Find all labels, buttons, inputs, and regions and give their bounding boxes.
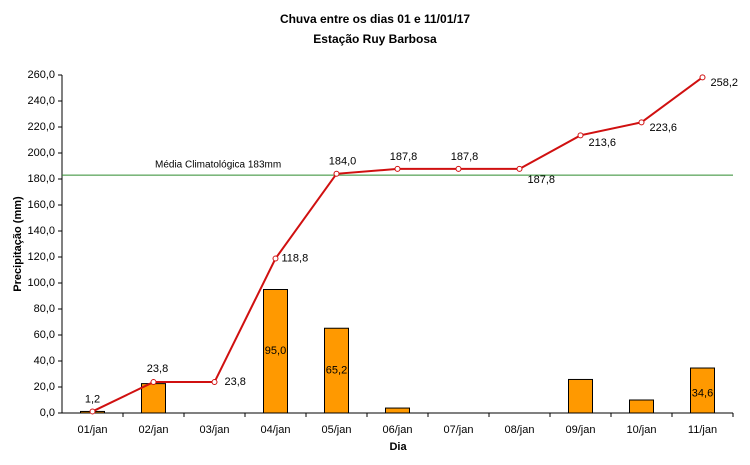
bar-label: 95,0 (265, 345, 286, 357)
point-label: 187,8 (390, 151, 418, 163)
bar (629, 399, 654, 414)
y-tick-label: 220,0 (27, 121, 55, 133)
point (516, 165, 523, 172)
y-tick-label: 40,0 (34, 355, 55, 367)
point-label: 187,8 (528, 174, 556, 186)
point-label: 223,6 (650, 122, 678, 134)
point-label: 23,8 (225, 376, 246, 388)
reference-label: Média Climatológica 183mm (155, 160, 281, 171)
point-label: 187,8 (451, 151, 479, 163)
x-tick-label: 09/jan (566, 424, 596, 436)
point-label: 118,8 (282, 252, 309, 264)
point (211, 379, 218, 386)
x-axis-title: Dia (389, 441, 407, 453)
point (638, 119, 645, 126)
x-tick-label: 06/jan (383, 424, 413, 436)
point-label: 23,8 (147, 363, 168, 375)
point (394, 165, 401, 172)
x-tick-label: 04/jan (261, 424, 291, 436)
x-tick-label: 05/jan (322, 424, 352, 436)
point (150, 379, 157, 386)
y-axis-title: Precipitação (mm) (12, 196, 24, 292)
point-label: 213,6 (589, 137, 617, 149)
x-tick-label: 08/jan (505, 424, 535, 436)
y-tick-label: 160,0 (27, 199, 55, 211)
chart-subtitle: Estação Ruy Barbosa (313, 32, 437, 46)
y-tick-label: 240,0 (27, 95, 55, 107)
y-tick-label: 260,0 (27, 69, 55, 81)
y-tick-label: 200,0 (27, 147, 55, 159)
point (455, 165, 462, 172)
x-tick-label: 11/jan (688, 424, 717, 436)
y-tick-label: 80,0 (34, 303, 55, 315)
x-tick-label: 02/jan (139, 424, 169, 436)
y-tick-label: 180,0 (27, 173, 55, 185)
y-tick-label: 100,0 (27, 277, 55, 289)
bar (568, 378, 593, 414)
point-label: 184,0 (329, 156, 357, 168)
y-tick-label: 140,0 (27, 225, 55, 237)
y-tick-label: 120,0 (27, 251, 55, 263)
x-tick-label: 03/jan (200, 424, 230, 436)
y-tick-label: 0,0 (40, 407, 55, 419)
bar (324, 327, 349, 414)
chart-title: Chuva entre os dias 01 e 11/01/17 (280, 12, 470, 26)
point (89, 408, 96, 415)
x-tick-label: 10/jan (627, 424, 657, 436)
bar (690, 367, 715, 414)
point (272, 255, 279, 262)
bar-label: 65,2 (326, 365, 347, 377)
y-tick-label: 60,0 (34, 329, 55, 341)
point (699, 74, 706, 81)
point (333, 170, 340, 177)
line (92, 76, 704, 413)
bar (141, 383, 166, 414)
point-label: 258,2 (711, 77, 739, 89)
bar-label: 34,6 (692, 387, 713, 399)
bar (385, 407, 410, 414)
point (577, 132, 584, 139)
point-label: 1,2 (85, 393, 100, 405)
x-tick-label: 07/jan (444, 424, 474, 436)
bar (263, 289, 288, 414)
x-tick-label: 01/jan (78, 424, 108, 436)
y-tick-label: 20,0 (34, 381, 55, 393)
